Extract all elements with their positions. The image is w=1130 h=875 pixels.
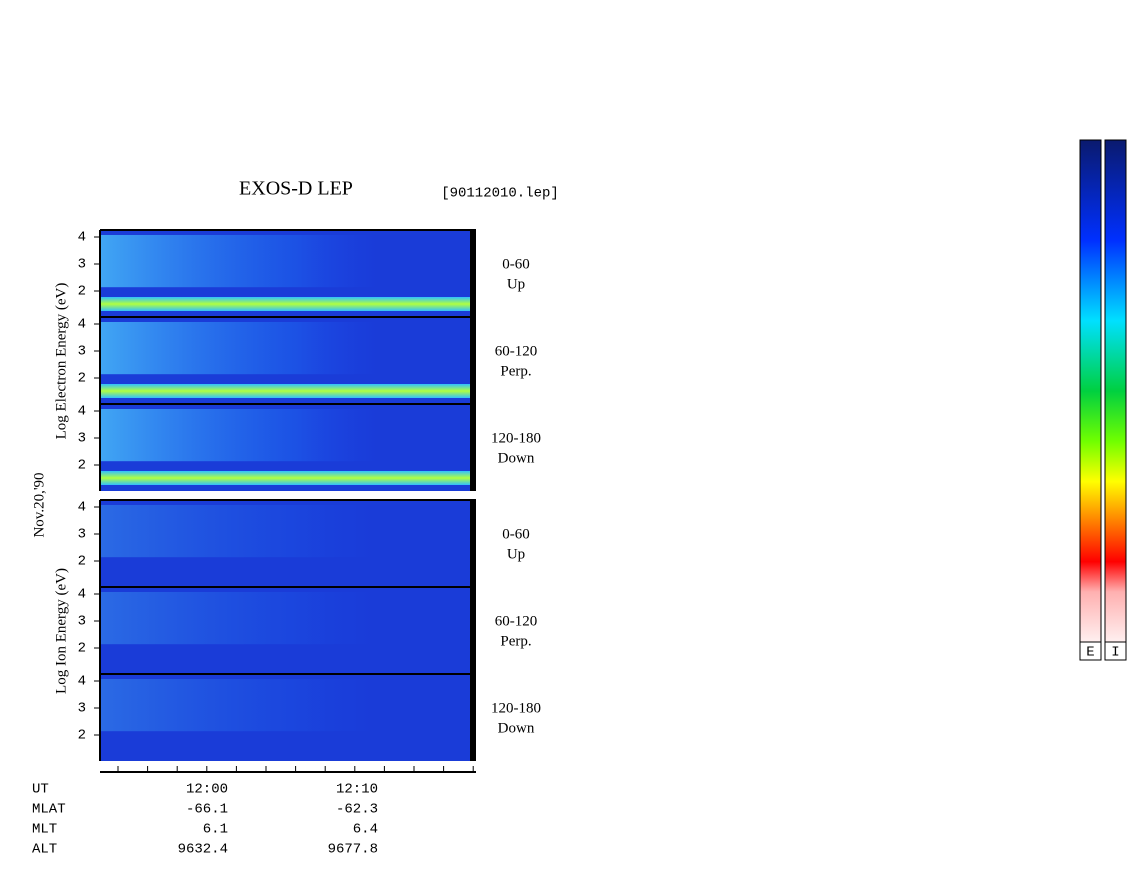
color-bar-label: E [1086, 645, 1094, 661]
color-bar-label-box [1079, 641, 1102, 661]
spectrogram-band [100, 384, 472, 398]
row-value: 12:00 [186, 782, 228, 798]
panel-range: 120-180 [491, 700, 541, 716]
spectrogram-emission [100, 322, 379, 375]
axis-label: Log Ion Energy (eV) [53, 568, 69, 694]
y-tick-label: 2 [78, 728, 86, 744]
file-name: [90112010.lep] [441, 186, 559, 202]
row-label: UT [32, 782, 49, 798]
color-bar-label: I [1111, 645, 1119, 661]
row-label: MLAT [32, 802, 66, 818]
spectrogram-emission [100, 235, 379, 288]
y-tick-label: 3 [78, 701, 86, 717]
panel-direction: Perp. [500, 363, 531, 379]
spectrogram-emission [100, 505, 379, 558]
panel-range: 0-60 [502, 526, 530, 542]
spectrogram-emission [100, 409, 379, 462]
row-value: 6.1 [203, 822, 228, 838]
panel-edge [470, 587, 476, 674]
row-value: -66.1 [186, 802, 228, 818]
spectrogram-band [100, 297, 472, 311]
y-tick-label: 3 [78, 257, 86, 273]
panel-edge [470, 230, 476, 317]
y-tick-label: 2 [78, 371, 86, 387]
y-tick-label: 4 [78, 317, 86, 333]
panel-edge [470, 500, 476, 587]
y-tick-label: 2 [78, 641, 86, 657]
panel-direction: Up [507, 276, 525, 292]
title: EXOS-D LEP [239, 178, 353, 200]
panel-edge [470, 317, 476, 404]
y-tick-label: 3 [78, 431, 86, 447]
y-tick-label: 2 [78, 554, 86, 570]
panel-direction: Perp. [500, 633, 531, 649]
row-value: 9677.8 [328, 842, 378, 858]
spectrogram-emission [100, 592, 379, 645]
row-label: MLT [32, 822, 57, 838]
y-tick-label: 4 [78, 587, 86, 603]
y-tick-label: 3 [78, 614, 86, 630]
color-bar [1079, 139, 1102, 643]
panel-direction: Up [507, 546, 525, 562]
panel-range: 120-180 [491, 430, 541, 446]
y-tick-label: 2 [78, 458, 86, 474]
row-value: 9632.4 [178, 842, 228, 858]
panel-range: 60-120 [495, 343, 538, 359]
y-tick-label: 3 [78, 527, 86, 543]
color-bar-label-box [1104, 641, 1127, 661]
panel-direction: Down [498, 450, 535, 466]
row-label: ALT [32, 842, 57, 858]
y-tick-label: 2 [78, 284, 86, 300]
y-tick-label: 4 [78, 500, 86, 516]
axis-label: Log Electron Energy (eV) [53, 283, 69, 440]
panel-range: 0-60 [502, 256, 530, 272]
row-value: 12:10 [336, 782, 378, 798]
color-bar [1104, 139, 1127, 643]
y-tick-label: 3 [78, 344, 86, 360]
panel-range: 60-120 [495, 613, 538, 629]
spectrogram-band [100, 471, 472, 485]
spectrogram-emission [100, 679, 379, 732]
panel-direction: Down [498, 720, 535, 736]
row-value: -62.3 [336, 802, 378, 818]
y-tick-label: 4 [78, 674, 86, 690]
panel-edge [470, 674, 476, 761]
y-tick-label: 4 [78, 404, 86, 420]
y-tick-label: 4 [78, 230, 86, 246]
panel-edge [470, 404, 476, 491]
row-value: 6.4 [353, 822, 378, 838]
date: Nov.20,'90 [31, 472, 47, 537]
